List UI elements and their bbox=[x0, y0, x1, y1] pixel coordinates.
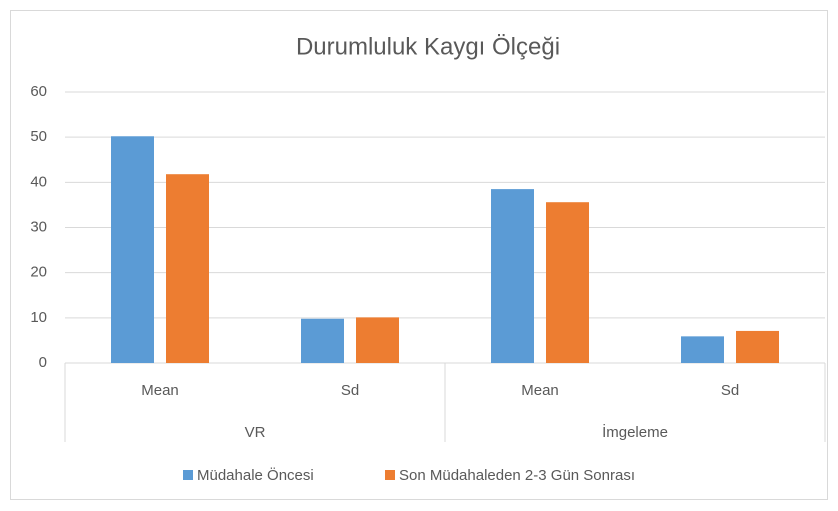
legend-label: Son Müdahaleden 2-3 Gün Sonrası bbox=[399, 467, 635, 484]
legend-swatch bbox=[183, 470, 193, 480]
y-tick-label: 0 bbox=[39, 354, 47, 371]
bar bbox=[546, 202, 589, 363]
legend-swatch bbox=[385, 470, 395, 480]
y-tick-label: 60 bbox=[30, 83, 47, 100]
y-tick-label: 50 bbox=[30, 128, 47, 145]
bar bbox=[111, 136, 154, 363]
group-label: İmgeleme bbox=[602, 423, 668, 441]
bar bbox=[491, 189, 534, 363]
y-tick-label: 20 bbox=[30, 264, 47, 281]
y-tick-label: 30 bbox=[30, 218, 47, 235]
bar bbox=[301, 318, 344, 363]
x-tick-label: Sd bbox=[341, 382, 359, 399]
x-tick-label: Sd bbox=[721, 382, 739, 399]
bar bbox=[356, 317, 399, 363]
y-tick-label: 10 bbox=[30, 309, 47, 326]
bar bbox=[736, 330, 779, 363]
group-label: VR bbox=[245, 424, 266, 441]
legend-label: Müdahale Öncesi bbox=[197, 466, 314, 484]
bar bbox=[166, 174, 209, 363]
x-tick-label: Mean bbox=[521, 382, 559, 399]
y-tick-label: 40 bbox=[30, 173, 47, 190]
chart-title: Durumluluk Kaygı Ölçeği bbox=[296, 33, 560, 60]
bar bbox=[681, 336, 724, 363]
x-tick-label: Mean bbox=[141, 382, 179, 399]
